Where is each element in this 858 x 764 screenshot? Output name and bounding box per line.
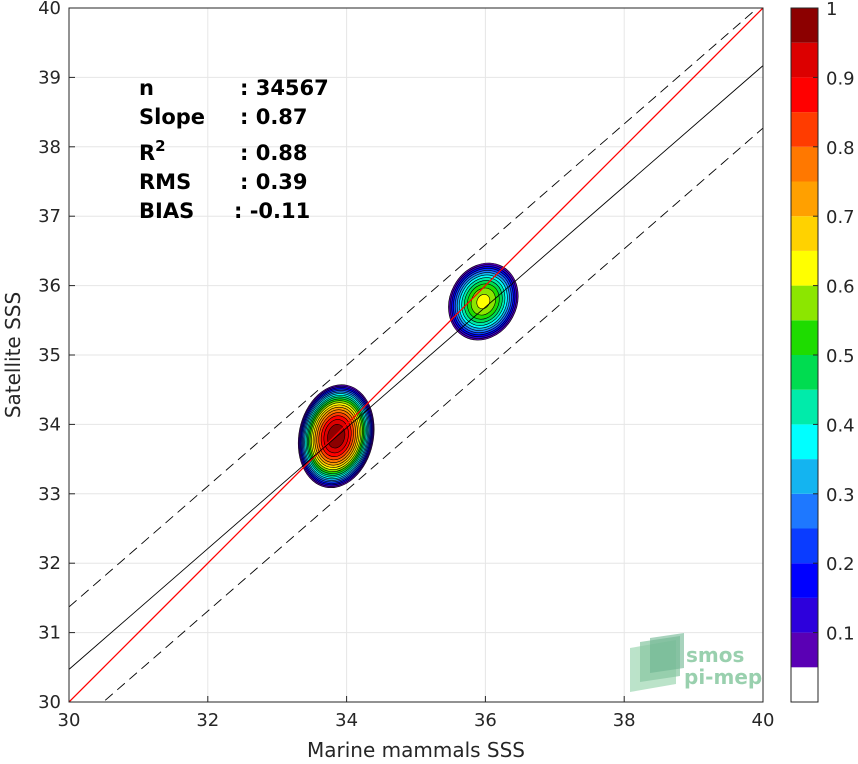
y-tick-label: 34 — [38, 414, 61, 435]
x-tick-label: 36 — [474, 710, 497, 731]
y-tick-label: 31 — [38, 623, 61, 644]
y-tick-label: 30 — [38, 692, 61, 713]
y-tick-label: 39 — [38, 67, 61, 88]
logo-text-pi-mep: pi-mep — [684, 665, 762, 689]
colorbar-tick-label: 0.2 — [826, 554, 855, 575]
colorbar-tick-label: 0.5 — [826, 346, 855, 367]
x-axis-label: Marine mammals SSS — [307, 738, 525, 762]
x-axis-ticks: 30 32 34 36 38 40 — [58, 696, 775, 731]
colorbar-band — [791, 355, 818, 390]
y-tick-label: 36 — [38, 276, 61, 297]
y-tick-label: 35 — [38, 345, 61, 366]
y-tick-label: 37 — [38, 206, 61, 227]
x-tick-label: 38 — [613, 710, 636, 731]
y-tick-label: 38 — [38, 137, 61, 158]
colorbar-band — [791, 146, 818, 182]
grid-lines — [69, 8, 763, 702]
colorbar-band — [791, 597, 818, 633]
colorbar-tick-label: 0.3 — [826, 485, 855, 506]
colorbar-band — [791, 181, 818, 217]
colorbar-tick-label: 0.8 — [826, 138, 855, 159]
density-contours — [297, 262, 519, 489]
statistics-box: n : 34567 Slope : 0.87 R2 : 0.88 RMS : 0.39 BIAS… — [139, 76, 329, 223]
stat-value: : 0.39 — [240, 170, 308, 194]
logo-wave-shape-3 — [650, 633, 684, 673]
stat-label: BIAS — [139, 199, 194, 223]
y-tick-label: 33 — [38, 484, 61, 505]
stat-value: : 0.87 — [240, 105, 308, 129]
stat-value: : 0.88 — [240, 141, 308, 165]
lower-bound-line — [102, 127, 763, 702]
colorbar-band — [791, 632, 818, 668]
logo-text-smos: smos — [686, 643, 744, 667]
regression-line — [69, 65, 763, 670]
smos-pi-mep-logo: smos pi-mep — [630, 633, 762, 692]
colorbar-band — [791, 285, 818, 321]
stat-label: RMS — [139, 170, 191, 194]
stat-label: R2 — [139, 137, 166, 165]
x-tick-label: 34 — [335, 710, 358, 731]
colorbar-band — [791, 250, 818, 286]
colorbar-tick-label: 0.4 — [826, 415, 855, 436]
colorbar-band — [791, 216, 818, 251]
colorbar-tick-label: 0.9 — [826, 68, 855, 89]
x-tick-label: 30 — [58, 710, 81, 731]
y-tick-label: 32 — [38, 553, 61, 574]
colorbar-band — [791, 459, 818, 494]
colorbar-band — [791, 77, 818, 113]
stat-value: : 34567 — [240, 76, 329, 100]
stat-value: : -0.11 — [234, 199, 310, 223]
colorbar: 0.1 0.2 0.3 0.4 0.5 0.6 0.7 0.8 0.9 1 — [790, 0, 855, 703]
colorbar-band — [791, 8, 818, 43]
reference-lines — [69, 8, 763, 702]
colorbar-band — [791, 112, 818, 147]
y-axis-label: Satellite SSS — [1, 292, 25, 418]
stat-label: Slope — [139, 105, 205, 129]
colorbar-band — [791, 563, 818, 598]
y-axis-ticks: 30 31 32 33 34 35 36 37 38 39 40 — [38, 0, 75, 713]
y-tick-label: 40 — [38, 0, 61, 19]
colorbar-band — [791, 320, 818, 355]
colorbar-band — [791, 424, 818, 460]
one-to-one-line — [69, 8, 763, 702]
colorbar-band — [791, 389, 818, 425]
colorbar-tick-label: 1 — [826, 0, 837, 20]
colorbar-tick-label: 0.7 — [826, 207, 855, 228]
colorbar-band — [791, 528, 818, 564]
stat-label: n — [139, 76, 154, 100]
x-tick-label: 40 — [752, 710, 775, 731]
upper-bound-line — [69, 8, 759, 608]
x-tick-label: 32 — [196, 710, 219, 731]
colorbar-tick-label: 0.1 — [826, 624, 855, 645]
colorbar-band — [791, 42, 818, 78]
colorbar-tick-label: 0.6 — [826, 277, 855, 298]
colorbar-band — [791, 493, 818, 529]
